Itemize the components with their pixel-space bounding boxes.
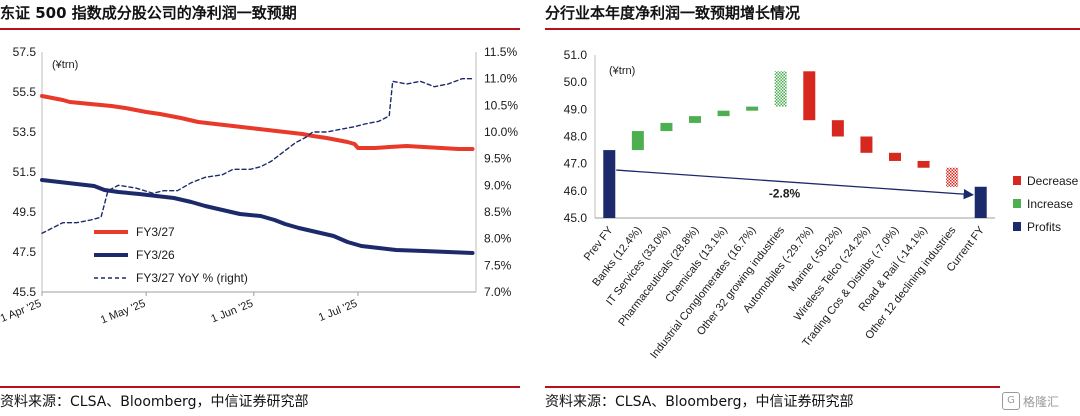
left-y-tick-label: 55.5: [13, 85, 37, 99]
right-title-rule: [545, 28, 1080, 30]
left-x-tick-label: 1 May '25: [99, 298, 147, 327]
right-bar-profits: [603, 150, 616, 218]
left-x-tick-label: 1 Jul '25: [317, 298, 359, 324]
right-y-tick-label: 48.0: [564, 130, 588, 144]
left-line-chart: 57.5 55.5 53.5 51.5 49.5 47.5 45.5 11.5% 11.0% 10…: [0, 45, 518, 327]
left-y2-tick-label: 8.5%: [484, 205, 512, 219]
right-source-note: 资料来源：CLSA、Bloomberg，中信证券研究部: [545, 394, 854, 410]
left-legend-label: FY3/26: [136, 248, 175, 262]
left-source-rule: [0, 386, 520, 388]
left-y-tick-label: 47.5: [13, 245, 37, 259]
right-bar-increase: [746, 106, 759, 111]
left-x-tick-label: 1 Jun '25: [209, 298, 255, 326]
left-y-tick-label: 53.5: [13, 125, 37, 139]
left-y2-tick-label: 11.5%: [484, 45, 517, 59]
right-y-tick-label: 47.0: [564, 157, 588, 171]
right-legend-swatch: [1013, 176, 1021, 185]
left-y-tick-label: 45.5: [13, 285, 37, 299]
left-source-note: 资料来源：CLSA、Bloomberg，中信证券研究部: [0, 394, 309, 410]
right-legend-swatch: [1013, 199, 1021, 208]
right-bar-decrease: [803, 71, 816, 121]
left-y2-tick-label: 9.0%: [484, 178, 512, 192]
right-legend-label: Decrease: [1027, 174, 1079, 188]
left-title-rule: [0, 28, 520, 30]
right-bar-increase: [717, 110, 730, 117]
right-bar-decrease: [889, 152, 901, 161]
left-y-tick-label: 51.5: [13, 165, 37, 179]
left-y2-tick-label: 9.5%: [484, 152, 512, 166]
left-y2-tick-label: 7.0%: [484, 285, 512, 299]
right-unit-label: (¥trn): [609, 65, 635, 77]
left-y-tick-label: 49.5: [13, 205, 37, 219]
watermark-logo-icon: G: [1002, 392, 1020, 410]
right-bar-decrease: [860, 136, 873, 153]
right-bar-decrease: [917, 160, 930, 168]
right-bar-increase: [631, 131, 644, 151]
left-y2-tick-label: 7.5%: [484, 258, 512, 272]
right-bar-decrease: [831, 120, 844, 137]
left-legend-label: FY3/27 YoY % (right): [136, 271, 248, 285]
left-y-tick-label: 57.5: [13, 45, 37, 59]
left-x-tick-label: 1 Apr '25: [0, 298, 43, 325]
left-series-line-2: [40, 178, 475, 255]
watermark-text: 格隆汇: [1023, 394, 1060, 409]
right-y-tick-label: 49.0: [564, 102, 588, 116]
left-series-line-3: [41, 78, 474, 234]
left-legend-label: FY3/27: [136, 225, 175, 239]
left-y2-tick-label: 11.0%: [484, 72, 517, 86]
right-y-tick-label: 50.0: [564, 75, 588, 89]
left-chart-title: 东证 500 指数成分股公司的净利润一致预期: [0, 4, 297, 22]
left-y2-tick-label: 10.5%: [484, 98, 518, 112]
right-legend-label: Profits: [1027, 220, 1061, 234]
left-y2-tick-label: 10.0%: [484, 125, 518, 139]
right-source-rule: [545, 386, 1000, 388]
right-annotation: -2.8%: [769, 186, 801, 200]
watermark: G 格隆汇: [1002, 390, 1074, 412]
right-legend-label: Increase: [1027, 197, 1073, 211]
right-bar-increase: [689, 116, 701, 123]
right-legend-swatch: [1013, 222, 1021, 231]
left-panel: 东证 500 指数成分股公司的净利润一致预期 57.5 55.5 53.5 51.5 4…: [0, 0, 525, 416]
right-y-tick-label: 51.0: [564, 48, 588, 62]
right-bar-increase: [660, 122, 673, 132]
left-y2-tick-label: 8.0%: [484, 232, 512, 246]
right-trend-arrow: [616, 169, 975, 200]
right-waterfall-chart: 51.050.049.048.047.046.045.0(¥trn)Prev F…: [564, 48, 1079, 361]
right-bar-increase: [774, 71, 787, 107]
left-series-line-1: [40, 94, 475, 151]
right-chart-title: 分行业本年度净利润一致预期增长情况: [545, 4, 801, 22]
left-unit-label: (¥trn): [52, 59, 78, 71]
right-panel: 分行业本年度净利润一致预期增长情况 51.0 50.0 49.0 48.0 47.0 46…: [545, 0, 1080, 416]
right-y-tick-label: 46.0: [564, 184, 588, 198]
right-y-tick-label: 45.0: [564, 211, 588, 225]
right-bar-profits: [974, 186, 987, 218]
right-bar-decrease: [946, 167, 959, 187]
